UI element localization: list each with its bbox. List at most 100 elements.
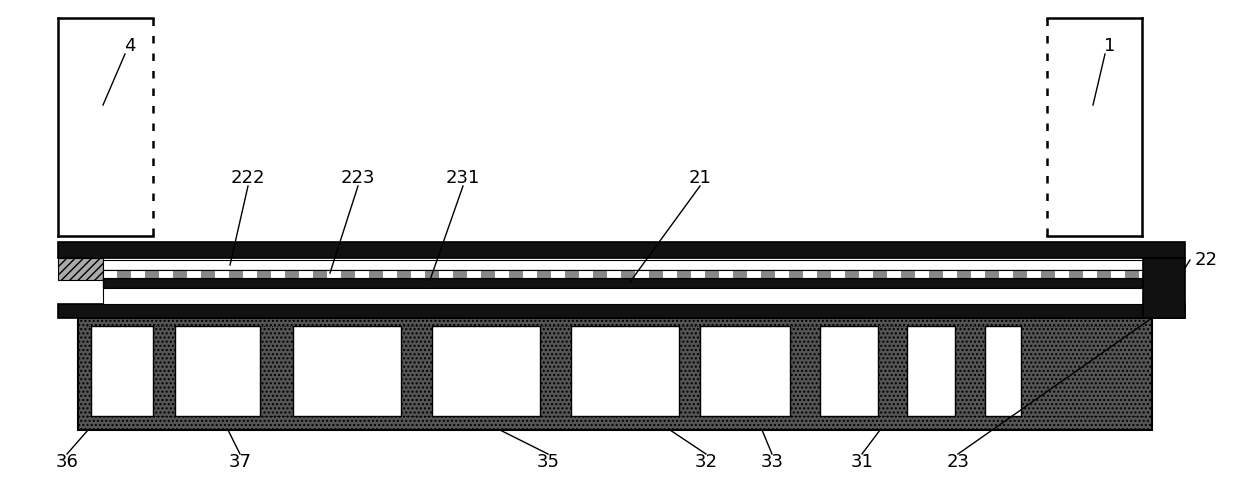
Bar [495, 270, 508, 278]
Text: 33: 33 [760, 453, 784, 471]
Bar [383, 270, 397, 278]
Bar [746, 270, 761, 278]
Bar [174, 270, 187, 278]
Bar [942, 270, 957, 278]
Bar [159, 270, 174, 278]
Text: 4: 4 [124, 37, 135, 55]
Bar [929, 270, 942, 278]
Text: 35: 35 [537, 453, 559, 471]
Bar [467, 270, 481, 278]
Text: 37: 37 [228, 453, 252, 471]
Bar [453, 270, 467, 278]
Text: 22: 22 [1195, 251, 1218, 269]
Bar [649, 270, 663, 278]
Bar [78, 318, 1152, 430]
Bar [701, 326, 790, 416]
Bar [873, 270, 887, 278]
Bar [1125, 270, 1140, 278]
Text: 222: 222 [231, 169, 265, 187]
Text: 223: 223 [341, 169, 376, 187]
Bar [635, 270, 649, 278]
Bar [733, 270, 746, 278]
Bar [719, 270, 733, 278]
Bar [103, 260, 1143, 270]
Bar [103, 270, 1143, 278]
Bar [257, 270, 272, 278]
Bar [293, 326, 401, 416]
Bar [103, 288, 1143, 304]
Bar [481, 270, 495, 278]
Bar [272, 270, 285, 278]
Bar [175, 326, 260, 416]
Bar [523, 270, 537, 278]
Bar [397, 270, 410, 278]
Bar [677, 270, 691, 278]
Bar [201, 270, 215, 278]
Bar [1055, 270, 1069, 278]
Bar [831, 270, 844, 278]
Bar [1027, 270, 1042, 278]
Bar [58, 304, 1185, 318]
Bar [187, 270, 201, 278]
Bar [901, 270, 915, 278]
Bar [91, 326, 153, 416]
Bar [691, 270, 706, 278]
Bar [145, 270, 159, 278]
Bar [804, 270, 817, 278]
Bar [103, 270, 1143, 278]
Bar [432, 326, 539, 416]
Bar [285, 270, 299, 278]
Bar [117, 270, 131, 278]
Bar [579, 270, 593, 278]
Bar [593, 270, 608, 278]
Bar [957, 270, 971, 278]
Bar [971, 270, 985, 278]
Bar [775, 270, 789, 278]
Bar [817, 270, 831, 278]
Bar [1097, 270, 1111, 278]
Bar [985, 326, 1021, 416]
Bar [859, 270, 873, 278]
Bar [229, 270, 243, 278]
Bar [1042, 270, 1055, 278]
Bar [410, 270, 425, 278]
Bar [58, 242, 1185, 258]
Text: 21: 21 [688, 169, 712, 187]
Bar [906, 326, 955, 416]
Bar [915, 270, 929, 278]
Bar [341, 270, 355, 278]
Bar [887, 270, 901, 278]
Text: 36: 36 [56, 453, 78, 471]
Text: 31: 31 [851, 453, 873, 471]
Bar [131, 270, 145, 278]
Bar [663, 270, 677, 278]
Bar [103, 270, 117, 278]
Bar [243, 270, 257, 278]
Bar [608, 270, 621, 278]
Bar [999, 270, 1013, 278]
Bar [1047, 18, 1142, 236]
Bar [621, 270, 635, 278]
Bar [327, 270, 341, 278]
Bar [844, 270, 859, 278]
Bar [565, 270, 579, 278]
Bar [985, 270, 999, 278]
Bar [537, 270, 551, 278]
Bar [508, 270, 523, 278]
Text: 1: 1 [1105, 37, 1116, 55]
Text: 32: 32 [694, 453, 718, 471]
Bar [103, 278, 1143, 288]
Bar [439, 270, 453, 278]
Bar [789, 270, 804, 278]
Bar [1083, 270, 1097, 278]
Bar [551, 270, 565, 278]
Bar [299, 270, 312, 278]
Bar [820, 326, 878, 416]
Bar [1111, 270, 1125, 278]
Bar [761, 270, 775, 278]
Bar [706, 270, 719, 278]
Bar [1140, 270, 1143, 278]
Bar [58, 18, 153, 236]
Bar [570, 326, 680, 416]
Bar [58, 258, 103, 280]
